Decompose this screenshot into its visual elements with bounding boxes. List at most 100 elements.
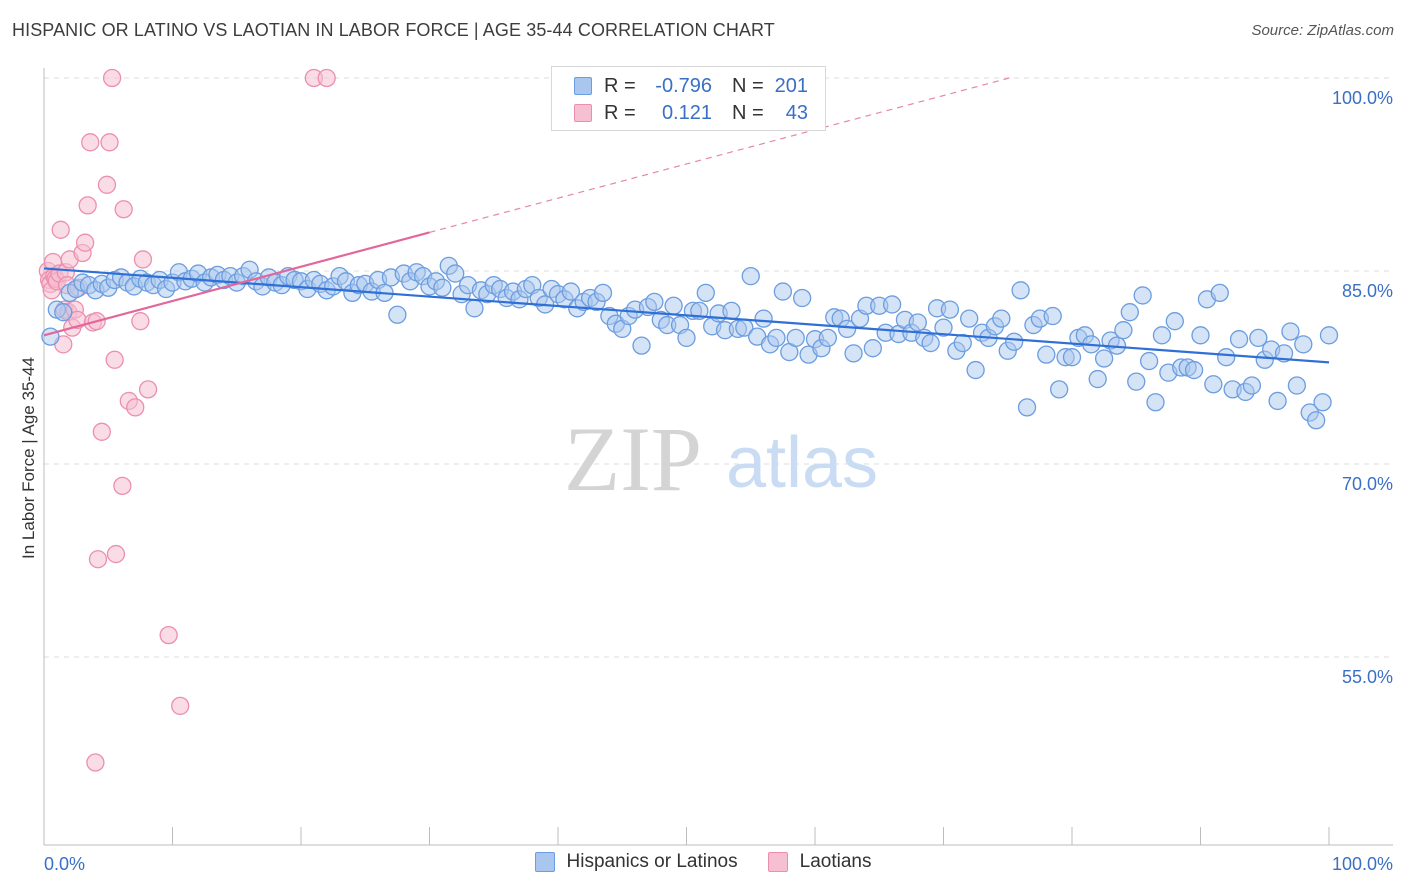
hispanics-point bbox=[992, 309, 1011, 328]
hispanics-point bbox=[1043, 306, 1062, 326]
legend-swatch-blue bbox=[534, 852, 555, 872]
legend-label-hispanics: Hispanics or Latinos bbox=[566, 851, 738, 872]
legend-item-laotians[interactable]: Laotians bbox=[767, 851, 872, 873]
trend-lines bbox=[43, 76, 1330, 364]
watermark: ZIP atlas bbox=[564, 408, 878, 510]
x-tick-label: 0.0% bbox=[44, 854, 85, 874]
y-axis-title: In Labor Force | Age 35-44 bbox=[19, 357, 38, 559]
hispanics-point bbox=[632, 336, 651, 355]
hispanics-point bbox=[767, 328, 786, 348]
legend-r-value: -0.796 bbox=[655, 74, 712, 97]
legend-item-hispanics[interactable]: Hispanics or Latinos bbox=[534, 851, 738, 873]
hispanics-point bbox=[1037, 345, 1056, 364]
hispanics-point bbox=[1139, 351, 1159, 371]
hispanics-points bbox=[41, 256, 1339, 430]
laotians-point bbox=[51, 220, 70, 239]
laotians-point bbox=[138, 380, 158, 399]
legend-n-label: N = bbox=[732, 101, 764, 124]
watermark-atlas: atlas bbox=[726, 423, 878, 503]
laotians-point bbox=[106, 544, 126, 564]
watermark-zip: ZIP bbox=[564, 408, 702, 510]
hispanics-point bbox=[1050, 380, 1069, 399]
hispanics-point bbox=[1127, 372, 1146, 391]
hispanics-point bbox=[561, 282, 580, 301]
hispanics-point bbox=[773, 282, 793, 301]
laotians-point bbox=[133, 250, 153, 269]
laotians-point bbox=[81, 133, 100, 152]
hispanics-point bbox=[388, 305, 407, 324]
laotians-point bbox=[317, 68, 336, 88]
stats-legend: R = -0.796 N = 201 R = 0.121 N = 43 bbox=[551, 66, 826, 131]
tick-labels: 100.0% 85.0% 70.0% 55.0% 0.0% 100.0% bbox=[44, 88, 1393, 874]
chart-title: HISPANIC OR LATINO VS LAOTIAN IN LABOR F… bbox=[12, 20, 775, 40]
hispanics-point bbox=[1281, 322, 1300, 341]
hispanics-point bbox=[645, 292, 664, 312]
hispanics-point bbox=[1114, 321, 1133, 340]
hispanics-point bbox=[696, 283, 715, 303]
hispanics-point bbox=[1005, 332, 1024, 351]
legend-n-value: 201 bbox=[774, 74, 808, 97]
hispanics-point bbox=[1088, 369, 1107, 389]
y-tick-label: 85.0% bbox=[1342, 281, 1393, 301]
laotians-point bbox=[97, 175, 117, 194]
legend-n-value: 43 bbox=[785, 101, 808, 124]
legend-swatch-pink bbox=[574, 104, 592, 122]
hispanics-point bbox=[837, 319, 857, 339]
hispanics-point bbox=[1017, 398, 1037, 417]
hispanics-point bbox=[1204, 375, 1223, 394]
laotians-trend-extension bbox=[429, 76, 1015, 233]
laotians-point bbox=[100, 133, 119, 152]
hispanics-point bbox=[1120, 303, 1139, 322]
hispanics-point bbox=[863, 339, 882, 358]
hispanics-point bbox=[1242, 376, 1262, 395]
legend-r-label: R = bbox=[604, 101, 636, 124]
laotians-point bbox=[126, 398, 145, 417]
source-label: Source: ZipAtlas.com bbox=[1251, 22, 1394, 39]
laotians-point bbox=[88, 550, 108, 569]
series-legend: Hispanics or Latinos Laotians bbox=[0, 851, 1406, 873]
hispanics-point bbox=[1191, 326, 1210, 345]
laotians-point bbox=[92, 422, 111, 441]
y-tick-label: 100.0% bbox=[1332, 88, 1393, 108]
hispanics-point bbox=[1184, 360, 1204, 380]
legend-row-hispanics: R = -0.796 N = 201 bbox=[574, 72, 808, 100]
hispanics-point bbox=[844, 344, 863, 363]
legend-row-laotians: R = 0.121 N = 43 bbox=[574, 99, 808, 127]
hispanics-point bbox=[960, 309, 979, 328]
hispanics-point bbox=[1274, 344, 1294, 363]
hispanics-point bbox=[1268, 391, 1287, 411]
hispanics-point bbox=[41, 327, 60, 346]
laotians-point bbox=[105, 350, 124, 369]
legend-label-laotians: Laotians bbox=[799, 851, 872, 872]
hispanics-point bbox=[1249, 328, 1268, 348]
hispanics-trend-line bbox=[43, 267, 1330, 364]
hispanics-point bbox=[741, 266, 760, 286]
hispanics-point bbox=[754, 309, 773, 328]
hispanics-point bbox=[593, 283, 613, 303]
hispanics-point bbox=[1313, 393, 1332, 412]
y-tick-label: 70.0% bbox=[1342, 474, 1393, 494]
hispanics-point bbox=[934, 318, 953, 337]
legend-r-value: 0.121 bbox=[661, 101, 712, 124]
hispanics-point bbox=[1287, 376, 1307, 395]
laotians-trend-line bbox=[43, 231, 430, 337]
laotians-point bbox=[159, 625, 178, 645]
laotians-point bbox=[86, 753, 105, 772]
x-tick-label: 100.0% bbox=[1332, 854, 1393, 874]
hispanics-point bbox=[1165, 312, 1184, 331]
hispanics-point bbox=[446, 264, 465, 283]
hispanics-point bbox=[882, 295, 902, 314]
laotians-point bbox=[171, 696, 190, 716]
hispanics-point bbox=[433, 278, 452, 297]
hispanics-point bbox=[921, 333, 940, 353]
hispanics-point bbox=[1217, 348, 1236, 367]
hispanics-point bbox=[1152, 326, 1172, 345]
laotians-point bbox=[113, 476, 132, 496]
hispanics-point bbox=[1146, 393, 1165, 412]
hispanics-point bbox=[966, 360, 985, 380]
hispanics-point bbox=[908, 313, 927, 332]
legend-swatch-blue bbox=[574, 77, 592, 95]
hispanics-point bbox=[664, 296, 683, 315]
hispanics-point bbox=[465, 299, 484, 318]
